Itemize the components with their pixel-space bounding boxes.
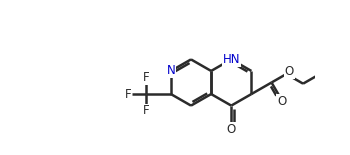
Text: F: F bbox=[143, 104, 149, 117]
Text: O: O bbox=[285, 65, 294, 78]
Text: F: F bbox=[143, 71, 149, 84]
Text: N: N bbox=[167, 64, 175, 78]
Text: O: O bbox=[277, 95, 286, 108]
Text: F: F bbox=[125, 88, 132, 101]
Text: HN: HN bbox=[223, 53, 240, 66]
Text: O: O bbox=[227, 123, 236, 136]
